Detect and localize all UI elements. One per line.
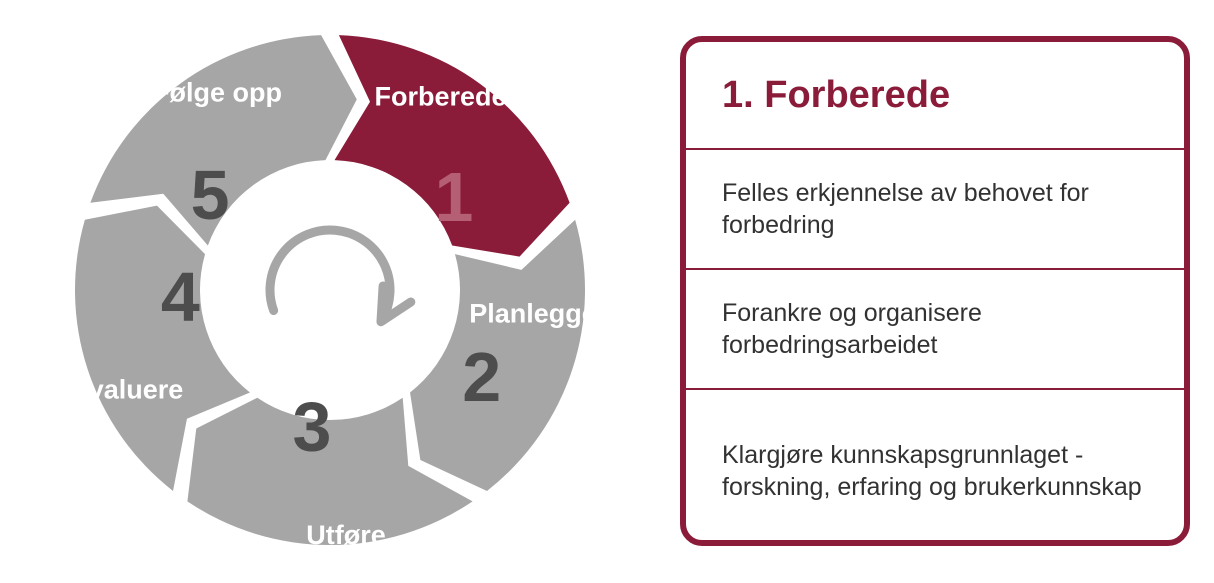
cycle-segment-label: Utføre xyxy=(306,520,386,550)
process-cycle: Forberede 1 Planlegge 2 Utføre 3 Evaluere 4 Følg… xyxy=(50,10,610,570)
panel-item: Klargjøre kunnskapsgrunnlaget - forsknin… xyxy=(686,390,1184,546)
cycle-segment-number: 1 xyxy=(434,158,473,236)
cycle-segment-label: Evaluere xyxy=(71,374,184,404)
panel-item: Felles erkjennelse av behovet for forbed… xyxy=(686,150,1184,270)
cycle-segment-label: Forberede xyxy=(374,81,506,111)
cycle-segment-number: 2 xyxy=(462,338,501,416)
panel-item: Forankre og organisere forbedringsarbeid… xyxy=(686,270,1184,390)
cycle-segment-number: 3 xyxy=(293,387,332,465)
cycle-segment-number: 4 xyxy=(161,258,200,336)
panel-title: 1. Forberede xyxy=(686,42,1184,150)
cycle-segment-number: 5 xyxy=(191,156,230,234)
cycle-segment-label: Planlegge xyxy=(469,298,597,328)
center-arrow-head xyxy=(381,286,411,322)
cycle-segment-label: Følge opp xyxy=(153,77,282,107)
detail-panel: 1. ForberedeFelles erkjennelse av behove… xyxy=(680,36,1190,546)
center-arrow xyxy=(270,230,390,320)
